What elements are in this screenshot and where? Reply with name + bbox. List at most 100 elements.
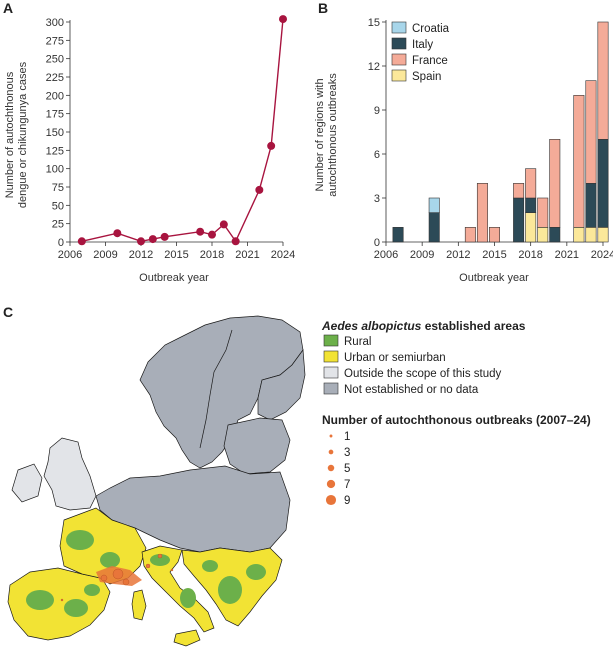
- panel-b-y-tick-label: 0: [374, 237, 380, 249]
- map-legend-swatch: [323, 366, 339, 379]
- panel-a-y-tick-label: 275: [46, 35, 64, 47]
- panel-a-x-tick-label: 2015: [164, 249, 188, 261]
- panel-b-x-tick-label: 2015: [482, 249, 506, 261]
- map-legend-label: Rural: [344, 336, 371, 348]
- map-region-sardinia: [131, 589, 147, 621]
- panel-a-data-point: [113, 229, 122, 238]
- map-legend-swatch: [323, 350, 339, 363]
- panel-b-y-tick-label: 9: [374, 105, 380, 117]
- map-region-italy: [141, 545, 215, 633]
- panel-a-y-tick-label: 75: [52, 182, 64, 194]
- panel-b-x-tick-label: 2006: [374, 249, 398, 261]
- panel-b-bar-france: [464, 227, 476, 243]
- panel-b-legend-swatch: [391, 37, 407, 50]
- panel-a-data-point: [148, 235, 157, 244]
- panel-b-bar-france: [549, 139, 561, 228]
- outbreak-legend-label: 5: [344, 463, 350, 475]
- panel-a-y-tick-label: 100: [46, 164, 64, 176]
- panel-a-y-tick-label: 25: [52, 219, 64, 231]
- panel-a-y-tick-label: 225: [46, 72, 64, 84]
- map-border-norway-sweden: [199, 329, 233, 449]
- panel-a-y-tick-label: 250: [46, 54, 64, 66]
- panel-b-ylabel-line-1: Number of regions with: [314, 78, 326, 191]
- panel-b-legend-label: Spain: [412, 71, 441, 83]
- panel-b-stacked-bar-chart: Number of regions with autochthonous out…: [314, 17, 613, 284]
- panel-a-series-line: [81, 19, 284, 243]
- panel-b-x-tick-label: 2024: [591, 249, 613, 261]
- panel-b-bar-spain: [573, 227, 585, 243]
- panel-a-letter: A: [3, 0, 13, 16]
- panel-a-ylabel-line-1: Number of autochthonous: [4, 71, 16, 198]
- panel-a-x-tick-label: 2009: [93, 249, 117, 261]
- panel-b-legend-swatch: [391, 53, 407, 66]
- map-outbreak-point: [170, 568, 174, 572]
- panel-b-bar-france: [525, 168, 537, 199]
- panel-b-bar-france: [489, 227, 500, 243]
- panel-a-y-tick-label: 300: [46, 17, 64, 29]
- map-legend-heading: Aedes albopictus established areas: [321, 319, 526, 333]
- panel-b-bar-france: [585, 80, 597, 184]
- outbreak-legend-circle: [327, 464, 335, 472]
- panel-b-bar-france: [537, 197, 549, 228]
- panel-b-x-tick-label: 2012: [446, 249, 470, 261]
- map-region-ireland: [11, 463, 43, 503]
- panel-a-x-tick-label: 2006: [58, 249, 82, 261]
- panel-a-data-point: [255, 185, 264, 194]
- panel-b-bar-spain: [597, 227, 609, 243]
- map-region-baltics: [223, 417, 291, 475]
- map-legend: Aedes albopictus established areas Rural…: [321, 319, 591, 507]
- map-legend-swatch: [323, 382, 339, 395]
- outbreak-legend-heading: Number of autochthonous outbreaks (2007–…: [322, 413, 591, 427]
- panel-a-line-chart: Number of autochthonous dengue or chikun…: [4, 15, 295, 284]
- map-outbreak-point: [60, 598, 64, 602]
- panel-b-bar-spain: [537, 227, 549, 243]
- panel-b-x-tick-label: 2009: [410, 249, 434, 261]
- panel-b-bar-spain: [585, 227, 597, 243]
- panel-b-y-tick-label: 12: [368, 61, 380, 73]
- map-legend-heading-rest: established areas: [421, 319, 525, 333]
- panel-b-y-tick-label: 6: [374, 149, 380, 161]
- map-outbreak-point: [112, 568, 124, 580]
- map-region-uk: [43, 437, 97, 511]
- panel-b-x-tick-label: 2018: [518, 249, 542, 261]
- map-legend-swatch: [323, 334, 339, 347]
- panel-b-bar-spain: [525, 212, 537, 243]
- panel-b-y-tick-label: 15: [368, 17, 380, 29]
- panel-b-bar-italy: [513, 197, 525, 243]
- outbreak-legend-label: 1: [344, 431, 350, 443]
- panel-a-y-tick-label: 175: [46, 109, 64, 121]
- outbreak-legend-label: 3: [344, 447, 350, 459]
- panel-b-bar-france: [573, 95, 585, 228]
- panel-b-bar-france: [513, 183, 525, 199]
- map-legend-label: Outside the scope of this study: [344, 368, 502, 380]
- map-outbreak-point: [157, 553, 163, 559]
- panel-a-y-tick-label: 150: [46, 127, 64, 139]
- outbreak-legend-label: 7: [344, 479, 350, 491]
- panel-a-data-point: [77, 237, 86, 246]
- map-region-central-europe: [95, 465, 291, 553]
- panel-a-x-tick-label: 2024: [271, 249, 295, 261]
- outbreak-legend-circle: [329, 434, 333, 438]
- panel-a-x-tick-label: 2012: [129, 249, 153, 261]
- panel-b-bar-italy: [549, 227, 561, 243]
- panel-a-y-tick-label: 0: [58, 237, 64, 249]
- map-region-sicily: [173, 629, 201, 647]
- panel-b-letter: B: [318, 0, 328, 16]
- panel-a-y-tick-label: 125: [46, 145, 64, 157]
- panel-b-bar-italy: [392, 227, 404, 243]
- panel-c-letter: C: [3, 304, 13, 320]
- panel-b-bar-france: [597, 21, 609, 140]
- panel-b-legend-label: Croatia: [412, 23, 450, 35]
- panel-a-y-tick-label: 50: [52, 200, 64, 212]
- panel-b-legend-label: France: [412, 55, 448, 67]
- panel-a-data-point: [231, 237, 240, 246]
- panel-a-data-point: [137, 237, 145, 246]
- map-outbreak-point: [122, 578, 130, 586]
- panel-b-bar-france: [476, 183, 488, 243]
- outbreak-legend-circle: [325, 494, 337, 506]
- map-rural-patches: [26, 530, 266, 617]
- panel-b-bar-italy: [428, 212, 440, 243]
- panel-a-data-point: [208, 230, 216, 239]
- panel-a-xlabel: Outbreak year: [139, 272, 209, 284]
